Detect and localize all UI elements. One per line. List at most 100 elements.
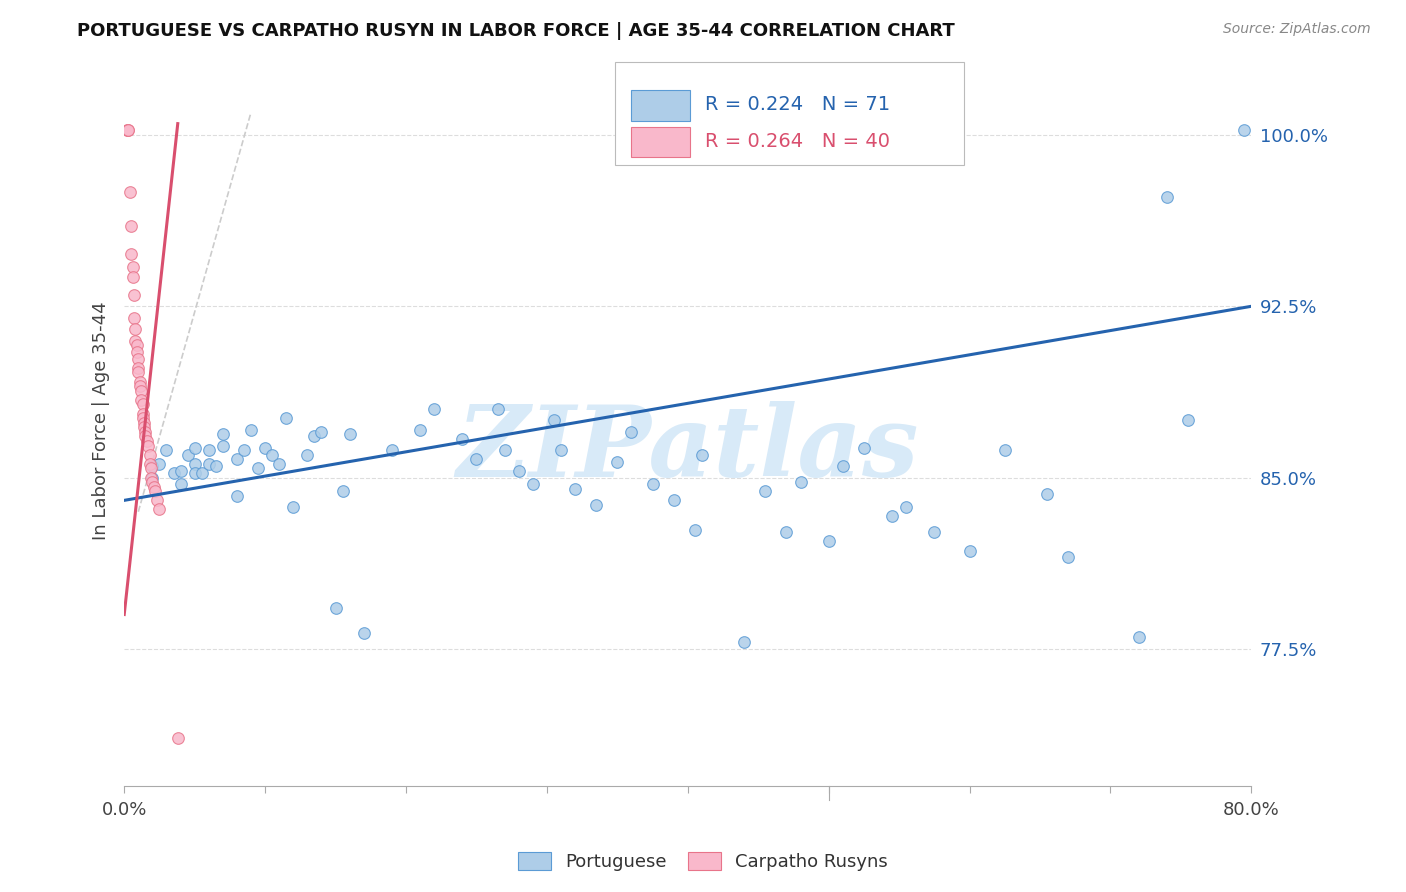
Point (143, 484, 166, 499)
Point (564, 482, 586, 496)
Point (134, 429, 156, 443)
Point (211, 427, 233, 442)
Point (311, 425, 333, 439)
Point (325, 600, 347, 615)
Text: R = 0.224   N = 71: R = 0.224 N = 71 (704, 95, 890, 114)
Point (733, 635, 755, 649)
Point (226, 452, 249, 467)
Point (283, 500, 305, 515)
Point (134, 425, 156, 439)
Point (381, 443, 404, 458)
Point (831, 459, 853, 474)
Point (169, 477, 191, 491)
Point (204, 459, 226, 474)
Point (662, 493, 685, 508)
Point (125, 338, 148, 352)
Point (817, 534, 839, 549)
Point (304, 429, 326, 443)
Point (197, 443, 219, 458)
Point (136, 439, 159, 453)
Point (297, 448, 319, 462)
Point (127, 360, 149, 375)
Point (166, 731, 188, 745)
Point (115, 123, 138, 137)
FancyBboxPatch shape (631, 90, 690, 121)
Point (131, 397, 153, 411)
Point (924, 525, 946, 540)
Point (226, 489, 249, 503)
Point (1057, 550, 1080, 565)
Point (138, 448, 160, 462)
Point (121, 269, 143, 284)
Point (183, 466, 205, 480)
Point (543, 413, 565, 427)
Point (332, 484, 354, 499)
Point (183, 441, 205, 455)
Text: Source: ZipAtlas.com: Source: ZipAtlas.com (1223, 22, 1371, 37)
Point (129, 392, 152, 407)
Point (125, 345, 148, 359)
Point (494, 443, 516, 458)
Point (124, 322, 146, 336)
Text: R = 0.264   N = 40: R = 0.264 N = 40 (704, 132, 890, 151)
Point (129, 384, 152, 398)
Point (959, 543, 981, 558)
Point (176, 448, 198, 462)
Point (162, 466, 184, 480)
Point (142, 480, 165, 494)
Point (620, 425, 643, 439)
Point (276, 411, 298, 425)
Point (117, 123, 139, 137)
Point (775, 525, 797, 540)
Point (852, 441, 875, 455)
Point (1233, 123, 1256, 137)
Point (486, 402, 509, 417)
Point (683, 523, 706, 537)
Point (1128, 631, 1150, 645)
Point (339, 427, 361, 442)
Point (451, 432, 474, 446)
Point (128, 379, 150, 393)
Point (138, 457, 160, 471)
Point (1036, 486, 1059, 500)
Point (240, 423, 263, 437)
Point (353, 625, 375, 640)
Point (262, 448, 284, 462)
Point (120, 219, 142, 234)
Point (124, 334, 146, 348)
Point (141, 475, 163, 489)
Point (120, 246, 142, 260)
Y-axis label: In Labor Force | Age 35-44: In Labor Force | Age 35-44 (93, 301, 110, 540)
Point (128, 375, 150, 389)
Point (754, 484, 776, 499)
Point (254, 441, 277, 455)
Point (117, 123, 139, 137)
Point (197, 457, 219, 471)
Point (994, 443, 1017, 458)
Point (882, 509, 904, 524)
Point (122, 310, 145, 325)
Point (139, 470, 162, 484)
Point (127, 351, 149, 366)
Point (121, 260, 143, 275)
Point (131, 411, 153, 425)
FancyBboxPatch shape (631, 127, 690, 157)
Point (122, 288, 145, 302)
Point (247, 461, 270, 475)
Point (789, 475, 811, 489)
FancyBboxPatch shape (614, 62, 965, 165)
Point (423, 402, 446, 417)
Point (1177, 413, 1199, 427)
Point (148, 457, 170, 471)
Point (606, 454, 628, 468)
Point (141, 470, 163, 484)
Point (131, 407, 153, 421)
Point (190, 466, 212, 480)
Point (690, 448, 713, 462)
Point (896, 500, 918, 515)
Point (132, 420, 155, 434)
Point (641, 477, 664, 491)
Point (550, 443, 572, 458)
Legend: Portuguese, Carpatho Rusyns: Portuguese, Carpatho Rusyns (510, 846, 896, 879)
Point (135, 434, 157, 448)
